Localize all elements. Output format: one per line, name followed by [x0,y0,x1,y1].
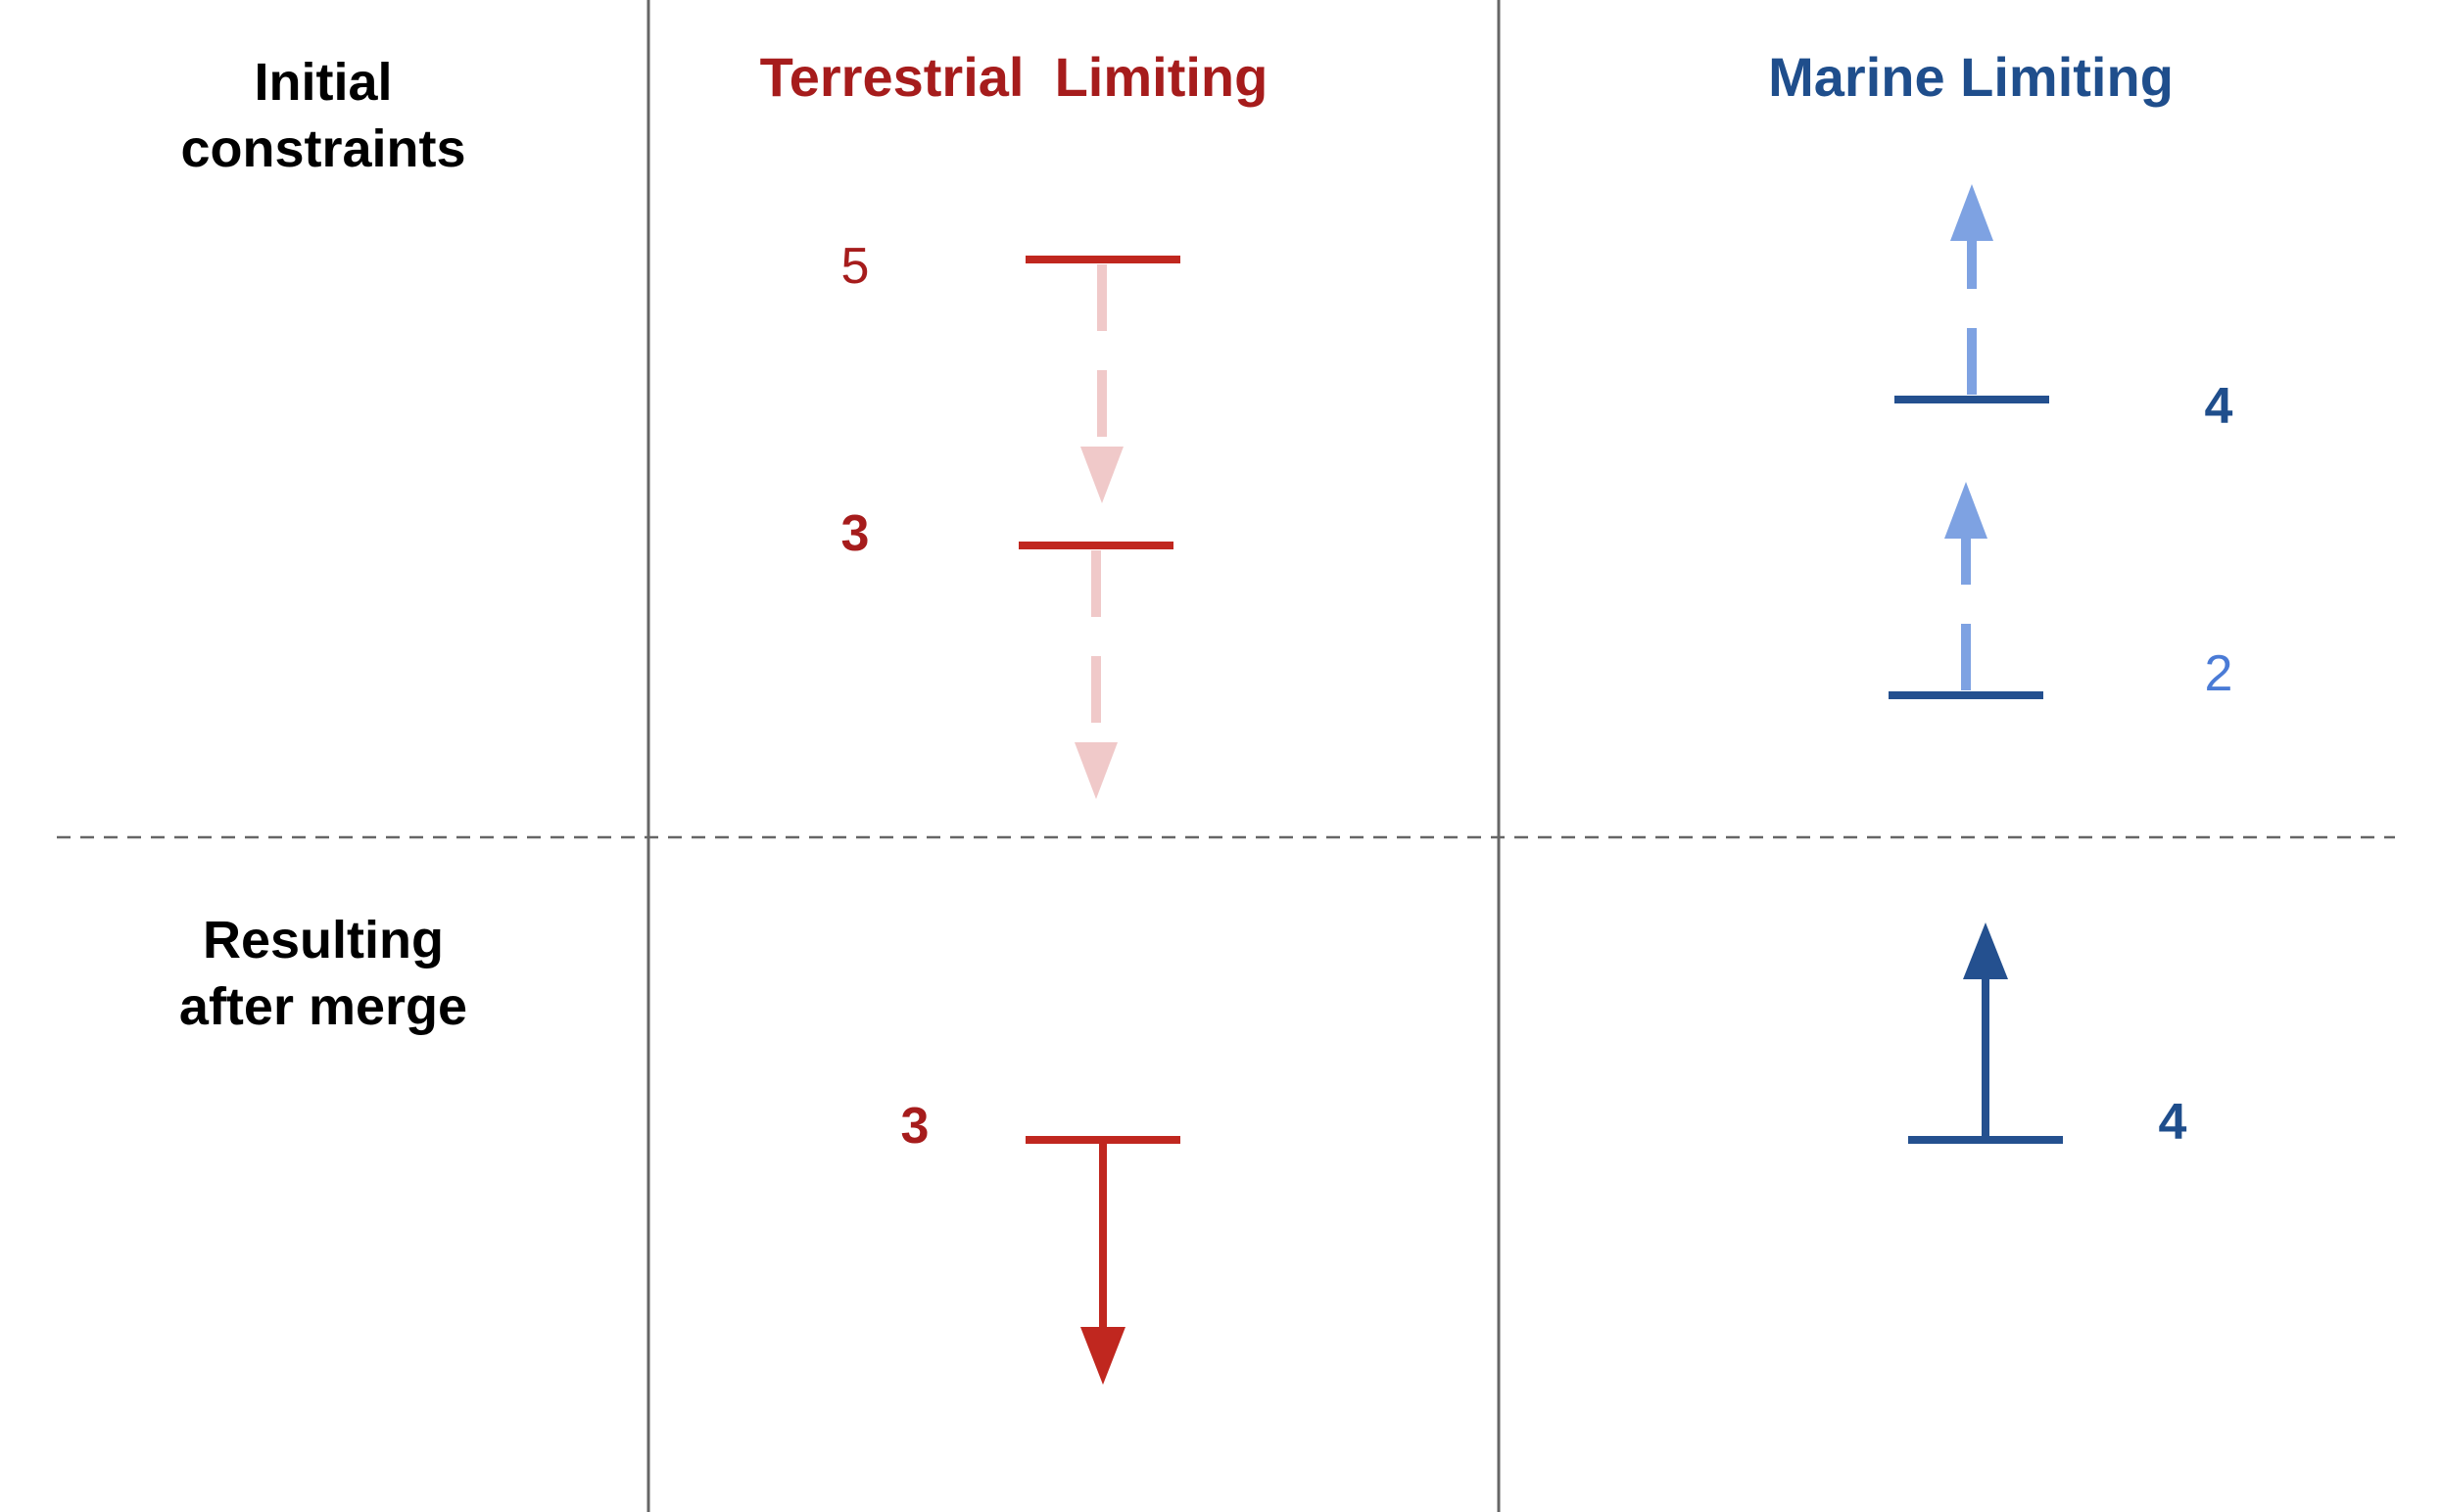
marine-result-arrowhead [1963,922,2008,979]
row-label-result: Resulting after merge [78,907,568,1040]
marine-value-2: 2 [2204,645,2233,702]
row-label-initial-line2: constraints [180,119,466,178]
marine-arrowhead-4 [1950,184,1993,241]
terrestrial-value-3: 3 [840,505,870,562]
terrestrial-constraint-5-glyph [1026,256,1180,503]
row-label-initial: Initial constraints [78,49,568,182]
terrestrial-constraint-3-glyph [1019,542,1173,799]
column-title-terrestrial: Terrestrial Limiting [759,46,1268,108]
row-label-result-line2: after merge [178,977,468,1036]
row-label-result-line1: Resulting [202,911,444,969]
row-label-initial-line1: Initial [254,53,393,112]
marine-result-glyph [1908,922,2063,1144]
terrestrial-arrowhead-5 [1080,447,1124,503]
column-title-marine: Marine Limiting [1768,46,2174,108]
terrestrial-result-value: 3 [900,1098,930,1155]
terrestrial-result-glyph [1026,1136,1180,1385]
terrestrial-value-5: 5 [840,238,870,295]
terrestrial-arrowhead-3 [1075,742,1118,799]
marine-constraint-4-glyph [1894,184,2049,403]
marine-arrowhead-2 [1944,482,1987,539]
marine-constraint-2-glyph [1889,482,2043,699]
marine-value-4: 4 [2204,378,2233,435]
marine-result-value: 4 [2158,1094,2187,1151]
terrestrial-result-arrowhead [1080,1327,1125,1385]
